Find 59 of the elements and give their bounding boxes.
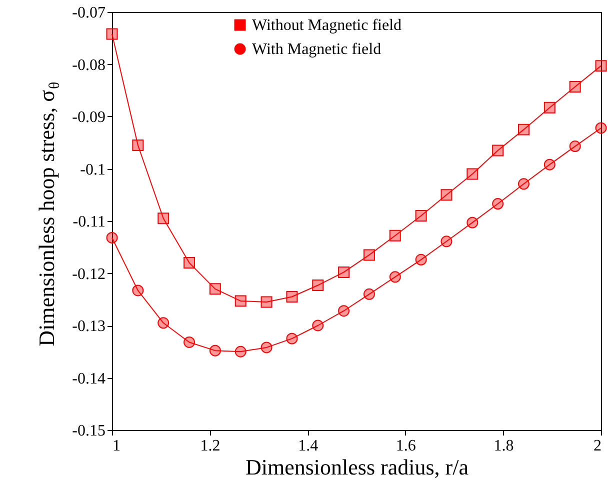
point (595, 60, 607, 72)
legend-label: With Magnetic field (252, 41, 382, 58)
point (260, 296, 272, 308)
point (158, 212, 170, 224)
y-tick-label: -0.12 (72, 266, 106, 283)
point (338, 266, 350, 278)
point (209, 344, 221, 356)
point (569, 140, 581, 152)
y-tick-label: -0.1 (80, 161, 106, 178)
point (544, 158, 556, 170)
point (440, 236, 452, 248)
point (466, 216, 478, 228)
x-tick-label: 1.6 (396, 438, 416, 454)
point (492, 144, 504, 156)
point (106, 232, 118, 244)
y-tick-label: -0.15 (72, 422, 106, 440)
point (363, 288, 375, 300)
point (260, 342, 272, 354)
point (286, 291, 298, 303)
point (466, 168, 478, 180)
y-tick-label: -0.07 (72, 4, 106, 22)
point (158, 317, 170, 329)
point (312, 280, 324, 292)
x-tick-label: 1 (112, 438, 120, 454)
x-axis-title: Dimensionless radius, r/a (245, 454, 469, 480)
point (595, 122, 607, 134)
point (312, 320, 324, 332)
point (184, 257, 196, 269)
y-axis-title: Dimensionless hoop stress, σθ (34, 82, 63, 346)
point (338, 305, 350, 317)
point (518, 124, 530, 136)
point (363, 249, 375, 261)
y-tick-label: -0.08 (72, 56, 106, 74)
point (106, 28, 118, 40)
y-tick-label: -0.09 (72, 109, 106, 126)
point (518, 178, 530, 190)
y-tick-label: -0.13 (72, 318, 106, 335)
x-tick-label: 1.8 (494, 438, 514, 454)
point (440, 189, 452, 201)
point (234, 346, 246, 358)
legend-label: Without Magnetic field (252, 17, 402, 34)
x-tick-label: 2 (594, 438, 602, 454)
point (389, 271, 401, 283)
point (415, 254, 427, 266)
point (209, 283, 221, 295)
point (389, 230, 401, 242)
point (492, 198, 504, 210)
y-tick-label: -0.11 (72, 214, 106, 230)
y-tick-label: -0.14 (72, 370, 106, 388)
point (132, 139, 144, 151)
point (234, 295, 246, 307)
point (544, 102, 556, 114)
point (569, 80, 581, 92)
point (184, 336, 196, 348)
point (286, 332, 298, 344)
x-tick-label: 1.2 (200, 438, 220, 454)
point (132, 284, 144, 296)
x-tick-label: 1.4 (298, 438, 318, 454)
point (415, 210, 427, 222)
